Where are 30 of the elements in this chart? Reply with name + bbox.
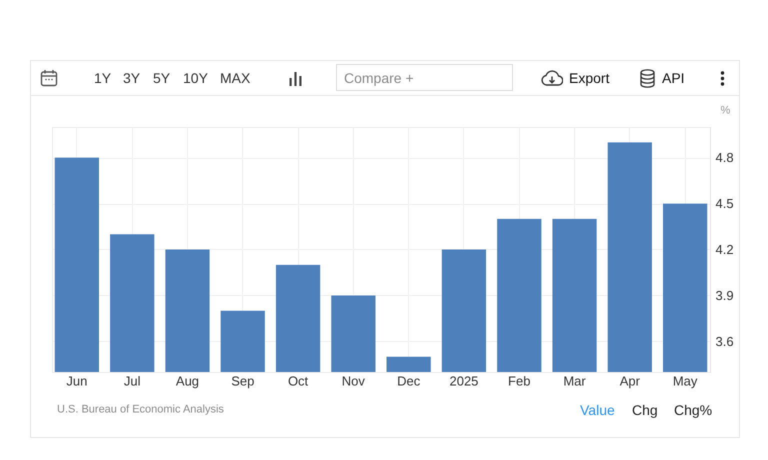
x-tick-label: May	[672, 374, 698, 388]
text: Compare +	[344, 70, 414, 86]
x-tick-label: Aug	[176, 374, 200, 388]
x-tick-label: Apr	[620, 374, 641, 388]
text: Chg	[632, 402, 658, 418]
x-tick-label: Feb	[508, 374, 530, 388]
text: U.S. Bureau of Economic Analysis	[57, 404, 224, 416]
text: Chg%	[674, 402, 712, 418]
text: 10Y	[183, 70, 208, 86]
text: Export	[569, 70, 610, 86]
text: Value	[580, 402, 615, 418]
x-tick-label: Jun	[66, 374, 88, 388]
y-tick-label: 4.8	[716, 150, 734, 166]
text: 3Y	[123, 70, 140, 86]
y-axis-title: %	[720, 104, 730, 116]
text: API	[662, 70, 685, 86]
y-tick-label: 4.5	[716, 196, 734, 212]
y-tick-label: 4.2	[716, 242, 734, 257]
text: MAX	[220, 70, 250, 86]
text: 1Y	[94, 70, 112, 86]
x-tick-label: 2025	[449, 374, 478, 388]
x-tick-label: Dec	[397, 374, 421, 388]
x-tick-label: Nov	[342, 374, 366, 388]
text: 5Y	[153, 70, 170, 86]
y-tick-label: 3.9	[716, 288, 734, 303]
x-tick-label: Mar	[563, 374, 586, 388]
x-tick-label: Oct	[288, 374, 309, 388]
x-tick-label: Sep	[231, 374, 254, 388]
x-tick-label: Jul	[124, 374, 141, 388]
y-tick-label: 3.6	[716, 334, 734, 349]
